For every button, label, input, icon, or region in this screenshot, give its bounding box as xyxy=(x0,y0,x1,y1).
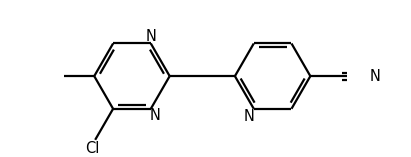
Text: N: N xyxy=(244,109,255,124)
Text: Cl: Cl xyxy=(85,141,99,156)
Text: N: N xyxy=(149,108,160,123)
Text: N: N xyxy=(145,29,156,44)
Text: N: N xyxy=(370,69,381,84)
